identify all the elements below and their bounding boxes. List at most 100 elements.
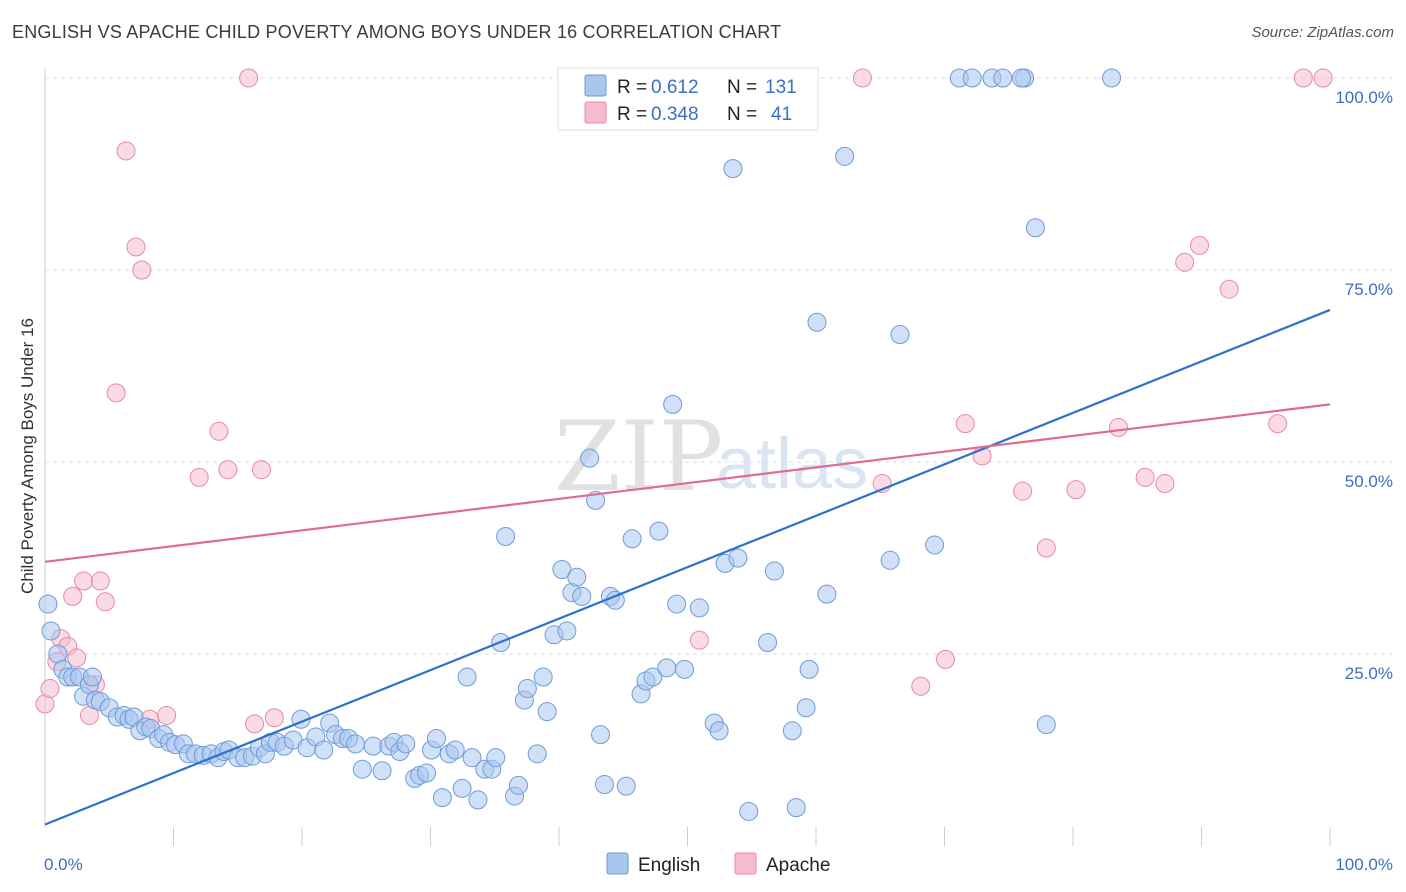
apache-point <box>1219 279 1239 299</box>
apache-point <box>1108 417 1128 437</box>
bottom-legend-swatch-english <box>606 852 629 875</box>
english-point <box>594 775 614 795</box>
english-point <box>432 788 452 808</box>
english-point <box>372 761 392 781</box>
apache-trend-line <box>44 403 1331 563</box>
english-point <box>486 748 506 768</box>
english-point <box>457 667 477 687</box>
series-legend: English Apache <box>606 852 830 876</box>
legend-n-label-english: N = <box>727 77 757 98</box>
english-point <box>1025 218 1045 238</box>
correlation-legend: R = 0.612 N = 131 R = 0.348 N = 41 <box>557 67 819 131</box>
x-axis-ticks <box>173 827 1331 846</box>
apache-point <box>67 648 87 668</box>
english-trend-line <box>44 308 1331 826</box>
apache-point <box>106 383 126 403</box>
apache-point <box>239 68 259 88</box>
legend-swatch-english <box>584 74 607 97</box>
legend-n-label-apache: N = <box>727 104 757 125</box>
apache-point <box>955 414 975 434</box>
apache-point <box>189 467 209 487</box>
english-point <box>345 734 365 754</box>
english-point <box>527 744 547 764</box>
y-tick-label-75: 75.0% <box>1345 280 1393 299</box>
english-point <box>567 567 587 587</box>
english-point <box>925 535 945 555</box>
apache-point <box>1268 414 1288 434</box>
chart-source: Source: ZipAtlas.com <box>1251 24 1394 41</box>
apache-point <box>132 260 152 280</box>
english-point <box>817 584 837 604</box>
apache-point <box>852 68 872 88</box>
english-point <box>764 561 784 581</box>
apache-point <box>1293 68 1313 88</box>
english-point <box>533 667 553 687</box>
x-tick-label-min: 0.0% <box>44 855 83 874</box>
legend-r-value-english: 0.612 <box>651 77 699 98</box>
apache-points <box>35 68 1333 734</box>
apache-point <box>40 679 60 699</box>
english-point <box>508 775 528 795</box>
apache-point <box>1135 467 1155 487</box>
english-point <box>1036 715 1056 735</box>
apache-point <box>264 708 284 728</box>
chart-title: ENGLISH VS APACHE CHILD POVERTY AMONG BO… <box>12 22 782 42</box>
english-point <box>452 778 472 798</box>
english-point <box>667 594 687 614</box>
english-point <box>41 621 61 641</box>
apache-point <box>126 237 146 257</box>
legend-r-label-apache: R = <box>617 104 647 125</box>
english-points <box>38 68 1122 821</box>
english-point <box>396 734 416 754</box>
legend-r-label-english: R = <box>617 77 647 98</box>
english-point <box>663 394 683 414</box>
legend-n-value-english: 131 <box>765 77 797 98</box>
english-point <box>462 748 482 768</box>
english-point <box>496 526 516 546</box>
english-point <box>675 659 695 679</box>
apache-point <box>218 460 238 480</box>
apache-point <box>74 571 94 591</box>
english-point <box>82 667 102 687</box>
english-point <box>352 759 372 779</box>
apache-point <box>116 141 136 161</box>
legend-n-value-apache: 41 <box>771 104 792 125</box>
english-point <box>657 658 677 678</box>
bottom-legend-swatch-apache <box>734 852 757 875</box>
bottom-legend-label-apache: Apache <box>766 855 830 876</box>
apache-point <box>1036 538 1056 558</box>
apache-point <box>157 705 177 725</box>
english-point <box>591 725 611 745</box>
apache-point <box>1313 68 1333 88</box>
apache-point <box>251 460 271 480</box>
bottom-legend-label-english: English <box>638 855 700 876</box>
apache-point <box>935 649 955 669</box>
apache-point <box>1155 474 1175 494</box>
english-point <box>649 521 669 541</box>
english-point <box>426 728 446 748</box>
y-axis-tick-labels: 25.0% 50.0% 75.0% 100.0% <box>1335 88 1393 683</box>
english-point <box>314 740 334 760</box>
english-point <box>723 159 743 179</box>
english-point <box>709 721 729 741</box>
english-point <box>993 68 1013 88</box>
apache-point <box>90 571 110 591</box>
english-point <box>445 740 465 760</box>
apache-point <box>245 714 265 734</box>
y-tick-label-100: 100.0% <box>1335 88 1393 107</box>
english-point <box>786 798 806 818</box>
legend-swatch-apache <box>584 101 607 124</box>
english-point <box>580 448 600 468</box>
english-point <box>880 550 900 570</box>
english-point <box>616 776 636 796</box>
english-point <box>796 698 816 718</box>
english-point <box>537 702 557 722</box>
y-axis-label: Child Poverty Among Boys Under 16 <box>18 318 37 594</box>
apache-point <box>209 421 229 441</box>
apache-point <box>689 630 709 650</box>
y-tick-label-50: 50.0% <box>1345 472 1393 491</box>
english-point <box>799 659 819 679</box>
english-point <box>1012 68 1032 88</box>
apache-point <box>1013 481 1033 501</box>
